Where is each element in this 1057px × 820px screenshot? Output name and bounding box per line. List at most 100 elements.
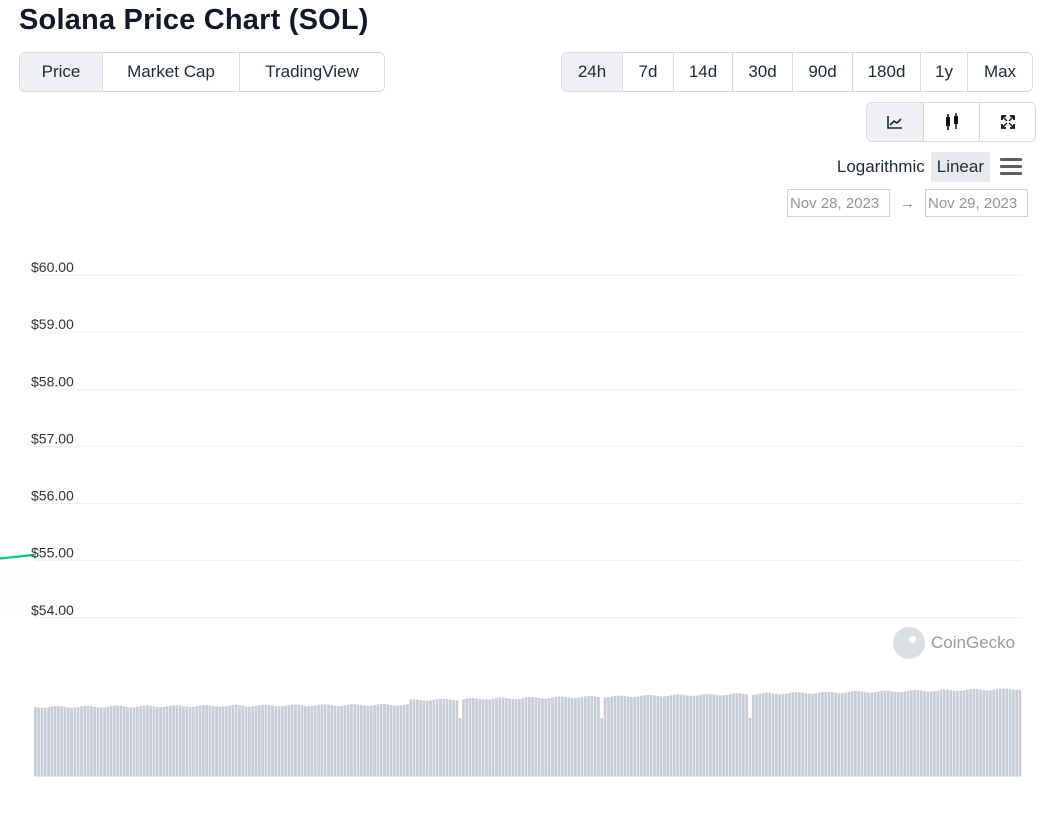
volume-bar [80,706,83,776]
volume-bar [1008,689,1012,776]
candlestick-button[interactable] [923,103,979,141]
volume-bar [952,690,956,776]
date-from-input[interactable] [787,189,890,217]
volume-bar [386,704,390,776]
volume-bar [201,705,205,776]
volume-bar [89,706,93,776]
volume-bar [630,696,633,776]
volume-bar [821,692,824,776]
volume-bar [366,705,370,776]
volume-bar [96,707,100,776]
volume-bar [850,691,854,776]
volume-bar [271,705,274,776]
volume-bar [488,699,492,776]
volume-bar [623,695,627,776]
volume-bar [854,691,857,776]
volume-bar [185,706,189,776]
tab-market-cap[interactable]: Market Cap [102,53,239,91]
range-14d[interactable]: 14d [673,53,732,91]
volume-bar [669,695,673,776]
volume-bar [715,694,719,776]
volume-bar [580,697,584,776]
scale-logarithmic[interactable]: Logarithmic [836,157,925,176]
volume-bar [478,699,482,776]
volume-bar [620,695,623,776]
tab-tradingview[interactable]: TradingView [239,53,384,91]
line-chart-button[interactable] [867,103,923,141]
volume-bar [903,691,907,776]
hamburger-menu-icon[interactable] [1000,158,1022,176]
volume-bar [942,689,946,776]
scale-linear[interactable]: Linear [930,152,990,182]
range-7d[interactable]: 7d [622,53,673,91]
date-to-input[interactable] [925,189,1028,217]
volume-bar [712,694,716,776]
date-range: → [787,189,1028,217]
volume-bar [290,704,294,776]
volume-bar [317,704,320,776]
volume-bar [34,707,37,776]
volume-bar [893,691,897,776]
volume-bar [429,700,432,776]
volume-bar [593,696,597,776]
volume-bar [458,718,462,776]
volume-bar [511,699,515,776]
volume-bar [959,690,963,776]
volume-bar [916,690,920,776]
coingecko-logo-icon [893,627,925,659]
volume-bar [857,691,861,776]
volume-bar [406,704,409,776]
volume-bar [929,691,933,776]
volume-bar [544,698,548,776]
tab-price[interactable]: Price [20,53,102,91]
volume-bar [307,706,311,776]
volume-bar [116,705,120,776]
volume-bar [686,695,689,776]
volume-bar [554,696,558,776]
volume-bar [261,704,264,776]
volume-bar [501,697,505,776]
volume-bar [192,706,195,776]
volume-bar [933,691,936,776]
volume-bar [300,705,304,776]
y-tick-label: $60.00 [31,259,74,275]
range-180d[interactable]: 180d [852,53,920,91]
range-30d[interactable]: 30d [732,53,792,91]
volume-bar [639,695,643,776]
y-tick-label: $56.00 [31,488,74,504]
volume-bar [873,692,877,776]
volume-bar [775,693,778,776]
volume-bar [376,704,380,776]
volume-bar [504,698,508,776]
volume-bar [972,688,976,776]
price-area-fill [0,554,34,672]
volume-bar [781,694,785,776]
volume-bar [827,691,831,776]
volume-bar [910,690,913,776]
volume-bar [616,695,620,776]
price-line[interactable] [0,301,35,569]
volume-bar [297,704,301,776]
volume-bar [738,693,742,776]
volume-bar [748,718,752,776]
volume-bar [531,697,534,776]
volume-bar [689,695,693,776]
fullscreen-button[interactable] [979,103,1035,141]
volume-bar [57,706,60,776]
volume-bar [254,705,258,776]
volume-bar [336,706,340,776]
volume-bar [442,698,446,776]
range-90d[interactable]: 90d [792,53,852,91]
range-24h[interactable]: 24h [562,53,622,91]
volume-bar [129,707,133,776]
volume-bar [699,694,702,776]
volume-bar [567,697,571,776]
volume-bar [695,695,699,776]
volume-bar [145,705,149,776]
volume-bar [162,707,166,776]
volume-bar [719,695,722,776]
range-max[interactable]: Max [967,53,1032,91]
range-1y[interactable]: 1y [920,53,967,91]
volume-bar [50,706,54,776]
